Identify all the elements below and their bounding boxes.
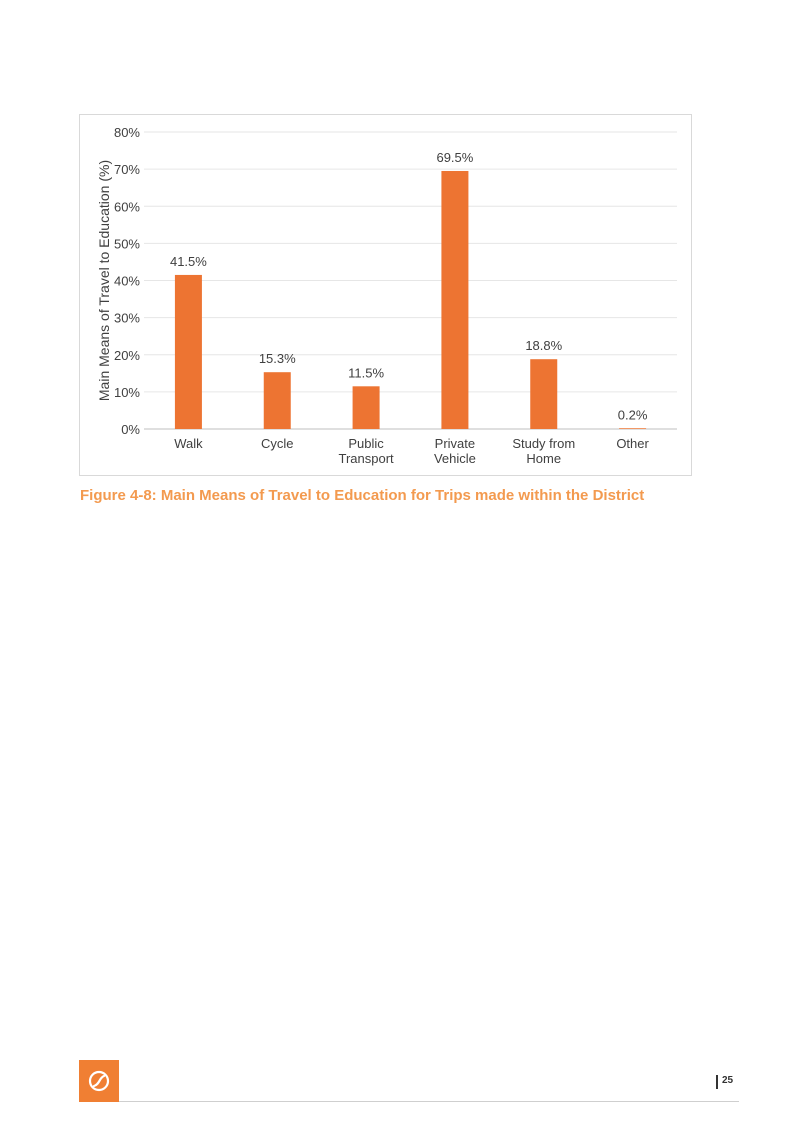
data-label: 69.5% — [436, 150, 473, 165]
category-label: Private — [435, 436, 475, 451]
data-label: 11.5% — [348, 365, 384, 380]
y-tick-label: 60% — [114, 199, 140, 214]
category-label: Walk — [174, 436, 203, 451]
bar-chart: 0% 10% 20% 30% 40% 50% 60% 70% 80% Main Means of … — [96, 125, 677, 466]
data-label: 18.8% — [525, 338, 562, 353]
y-tick-label: 50% — [114, 236, 140, 251]
data-label: 41.5% — [170, 254, 207, 269]
category-label: Study from — [512, 436, 575, 451]
page-number: 25 — [722, 1075, 734, 1086]
category-label: Home — [526, 451, 561, 466]
data-label: 0.2% — [618, 407, 648, 422]
category-label: Vehicle — [434, 451, 476, 466]
logo-swirl-icon — [88, 1070, 110, 1092]
bar — [530, 359, 558, 429]
data-label: 15.3% — [259, 351, 296, 366]
footer-rule — [119, 1101, 739, 1102]
category-label: Transport — [339, 451, 395, 466]
bar — [174, 274, 202, 429]
y-tick-label: 40% — [114, 274, 140, 289]
bar — [619, 428, 647, 429]
category-label: Public — [348, 436, 384, 451]
y-tick-label: 70% — [114, 162, 140, 177]
company-logo — [79, 1060, 119, 1102]
figure-caption: Figure 4-8: Main Means of Travel to Educ… — [80, 487, 645, 504]
chart-frame: 0% 10% 20% 30% 40% 50% 60% 70% 80% Main Means of … — [79, 114, 692, 476]
y-tick-label: 0% — [121, 422, 140, 437]
y-tick-label: 30% — [114, 311, 140, 326]
page-number-bar — [716, 1075, 718, 1089]
y-tick-label: 20% — [114, 348, 140, 363]
y-axis-title: Main Means of Travel to Education (%) — [96, 160, 112, 401]
bar — [263, 372, 291, 429]
y-tick-label: 80% — [114, 125, 140, 140]
category-label: Cycle — [261, 436, 294, 451]
y-tick-label: 10% — [114, 385, 140, 400]
category-label: Other — [616, 436, 649, 451]
bar — [441, 170, 469, 429]
bar — [352, 386, 380, 429]
